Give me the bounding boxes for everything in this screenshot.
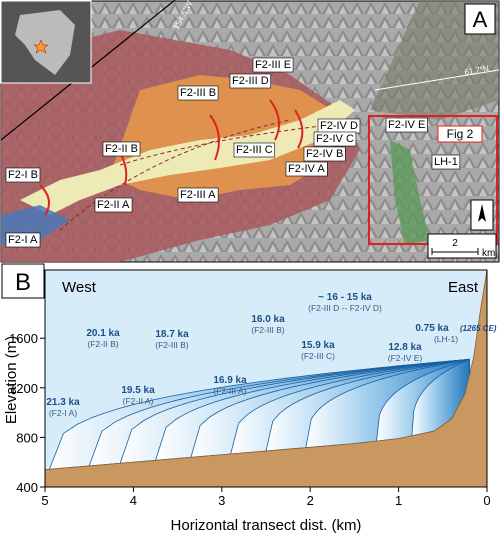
stage-unit: (F2-III B) [155,340,189,350]
alaska-shape [15,10,75,75]
location-star [33,39,49,54]
map-label-bg [431,154,461,170]
moraine-lines [39,99,406,216]
y-tick-label: 1200 [9,381,38,396]
map-label: F2-IV D [320,120,358,132]
stage-unit: (LH-1) [434,334,458,344]
map-label-bg [5,232,41,248]
map-label: F2-III C [236,144,273,156]
green-zone [390,140,430,245]
map-label: F2-IV A [288,163,325,175]
stage-age: 15.9 ka [301,340,335,351]
east-label: East [448,279,479,296]
map-label: F2-I A [8,234,38,246]
stage-age: 20.1 ka [86,328,120,339]
stage-unit: (F2-III B) [251,325,285,335]
panel-label: B [15,269,31,296]
fig2-label-bg [437,125,483,143]
map-label-bg [285,161,328,177]
map-label: F2-III E [255,59,291,71]
plot-frame [44,269,488,488]
x-axis-label: Horizontal transect dist. (km) [171,517,362,534]
scale-value: 2 [452,238,458,249]
map-label: F2-IV B [306,148,343,160]
map-label: LH-1 [434,156,458,168]
map-label-bg [385,117,428,133]
x-tick-label: 0 [483,493,490,508]
x-tick-label: 1 [395,493,402,508]
stage-note: (1265 CE) [460,324,497,333]
stage-age: 16.0 ka [251,314,285,325]
panel-label: A [473,7,488,32]
map-label-bg [303,146,346,162]
stage-unit: (F2-III C) [301,351,335,361]
map-label-bg [102,141,141,157]
map-label: F2-III D [232,75,269,87]
stage-unit: (F2-II A) [123,396,154,406]
map-label-bg [252,57,294,73]
stage-age: 18.7 ka [155,329,189,340]
map-label: F2-II B [105,143,138,155]
west-label: West [62,279,97,296]
panel-b-label-bg [1,263,45,299]
moraine-crests [59,119,331,231]
stage-unit: (F2-IV E) [388,353,423,363]
stage-unit: (F2-III D -- F2-IV D) [308,303,382,313]
y-tick-label: 800 [16,430,38,445]
scale-bar-bg [427,233,497,259]
stage-age: 19.5 ka [121,385,155,396]
map-labels: F2-I B F2-I A F2-II B F2-II A F2-III B F2-III… [5,57,461,248]
map-label-bg [233,142,276,158]
fig2-label: Fig 2 [447,127,474,141]
stage-age: ~ 16 - 15 ka [318,292,372,303]
stage-unit: (F2-II B) [87,339,118,349]
map-label-bg [313,131,357,147]
north-arrow [478,204,486,222]
valley-floor [20,100,355,215]
stage-unit: (F2-III A) [213,386,246,396]
y-axis-label: Elevation (m) [3,336,20,424]
x-tick-label: 2 [307,493,314,508]
y-tick-label: 400 [16,480,38,495]
latitude-label: 61.7°N [464,64,490,77]
stage-unit: (F2-I A) [49,408,78,418]
map-label-bg [229,73,272,89]
stage-age: 21.3 ka [46,397,80,408]
x-tick-label: 4 [130,493,137,508]
x-tick-label: 5 [41,493,48,508]
map-label: F2-I B [8,169,38,181]
map-label-bg [177,187,219,203]
scale-bar [431,248,479,255]
map-label: F2-III A [180,189,216,201]
map-label-bg [177,85,219,101]
x-tick-label: 3 [218,493,225,508]
panel-label-bg [464,3,496,35]
map-panel: Fig 2 A 154.5°W 61.7°N 2 km F2-I BF2-I A… [0,0,500,263]
map-label: F2-III B [180,87,216,99]
map-label: F2-II A [97,199,130,211]
map-label-bg [5,167,41,183]
cross-section-panel: 21.3 ka(F2-I A)20.1 ka(F2-II B)19.5 ka(F… [9,269,497,508]
latitude-line [374,69,500,91]
stage-age: 0.75 ka [415,323,449,334]
map-label-bg [94,197,133,213]
scale-unit: km [482,248,495,259]
stage-age: 16.9 ka [213,375,247,386]
y-tick-label: 1600 [9,331,38,346]
map-label: F2-IV E [388,119,425,131]
stage-age: 12.8 ka [388,342,422,353]
map-label: F2-IV C [316,133,354,145]
